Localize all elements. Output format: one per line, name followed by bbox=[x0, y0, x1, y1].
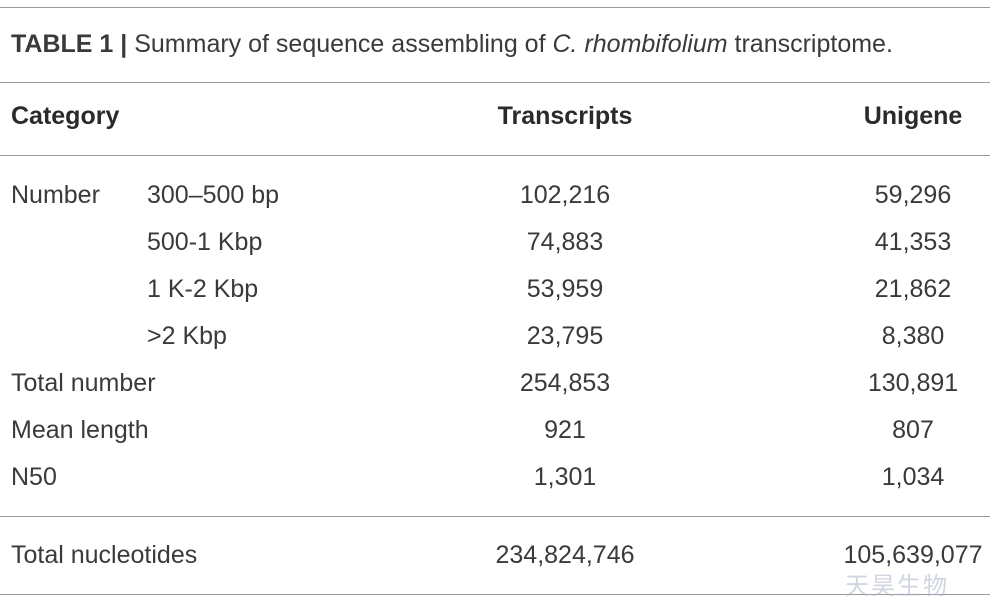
row-label: Number bbox=[11, 181, 100, 209]
caption-text: transcriptome. bbox=[734, 30, 893, 58]
caption: TABLE 1 | Summary of sequence assembling… bbox=[11, 29, 893, 59]
row-label: Total number bbox=[11, 369, 156, 397]
row-label: N50 bbox=[11, 463, 57, 491]
rule bbox=[0, 594, 990, 595]
cell: 921 bbox=[544, 416, 586, 444]
rule bbox=[0, 7, 990, 8]
cell: 254,853 bbox=[519, 369, 611, 397]
cell: 102,216 bbox=[519, 181, 611, 209]
rule bbox=[0, 82, 990, 83]
cell: 1,301 bbox=[533, 463, 597, 491]
cell: 234,824,746 bbox=[495, 541, 635, 569]
cell: 74,883 bbox=[526, 228, 604, 256]
header-cell: Transcripts bbox=[497, 102, 633, 130]
rule bbox=[0, 516, 990, 517]
header-cell: Unigene bbox=[863, 102, 963, 130]
cell: 130,891 bbox=[867, 369, 959, 397]
cell: 21,862 bbox=[874, 275, 952, 303]
cell: 1,034 bbox=[881, 463, 945, 491]
sub-label: 300–500 bp bbox=[147, 181, 280, 209]
cell: 23,795 bbox=[526, 322, 604, 350]
cell: 41,353 bbox=[874, 228, 952, 256]
caption-label: TABLE 1 | bbox=[11, 30, 128, 58]
cell: 59,296 bbox=[874, 181, 952, 209]
sub-label: 1 K-2 Kbp bbox=[147, 275, 259, 303]
cell: 807 bbox=[892, 416, 934, 444]
watermark: 天昊生物 bbox=[845, 573, 949, 600]
row-label: Mean length bbox=[11, 416, 149, 444]
cell: 105,639,077 bbox=[843, 541, 983, 569]
sub-label: >2 Kbp bbox=[147, 322, 227, 350]
rule bbox=[0, 155, 990, 156]
cell: 8,380 bbox=[881, 322, 945, 350]
cell: 53,959 bbox=[526, 275, 604, 303]
caption-text: Summary of sequence assembling of bbox=[134, 30, 546, 58]
species: C. rhombifolium bbox=[552, 30, 728, 58]
row-label: Total nucleotides bbox=[11, 541, 198, 569]
sub-label: 500-1 Kbp bbox=[147, 228, 263, 256]
header-cell: Category bbox=[11, 102, 120, 130]
